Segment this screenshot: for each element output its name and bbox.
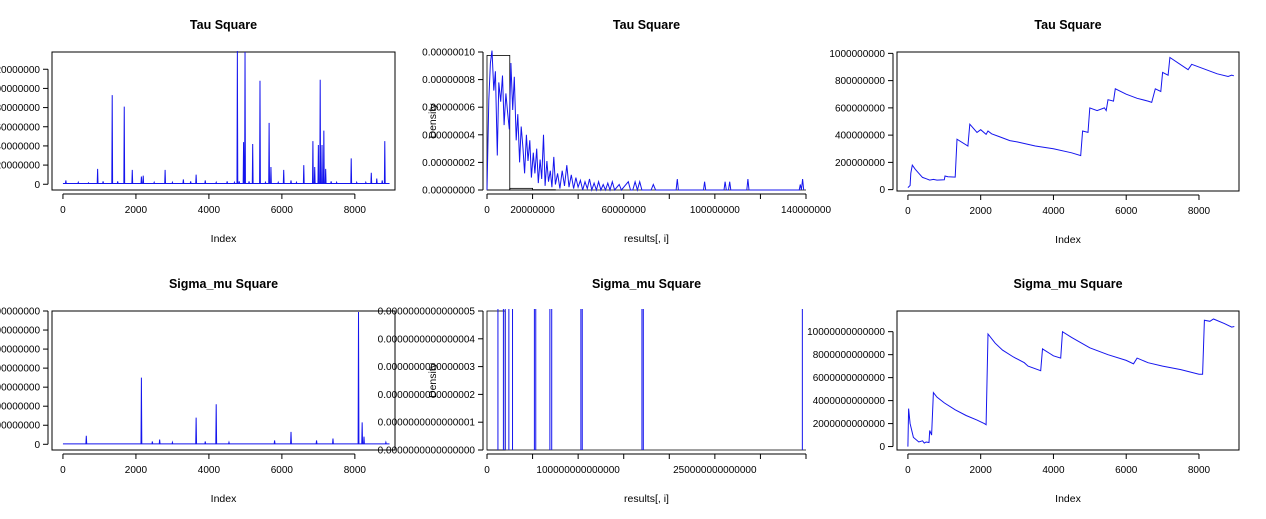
x-tick-label: 2000	[970, 206, 993, 217]
y-tick-label: 7000000000000000	[0, 307, 40, 318]
y-tick-label: 4000000000000	[813, 396, 886, 407]
y-tick-label: 0.0000000000000000	[378, 446, 476, 457]
y-tick-label: 60000000	[0, 122, 40, 133]
y-tick-label: 0.00000008	[422, 75, 475, 86]
x-tick-label: 2000	[125, 205, 148, 216]
x-tick-label: 8000	[344, 465, 367, 476]
series-line	[907, 56, 1235, 188]
y-tick-label: 4000000000000000	[0, 364, 40, 375]
x-axis-label: Index	[211, 233, 237, 245]
y-tick-label: 0.00000002	[422, 158, 475, 169]
y-tick-label: 6000000000000	[813, 373, 886, 384]
x-tick-label: 6000	[1115, 206, 1138, 217]
y-tick-label: 40000000	[0, 141, 40, 152]
series-line	[62, 51, 390, 184]
x-tick-label: 8000	[1188, 206, 1211, 217]
x-tick-label: 0	[60, 205, 66, 216]
y-tick-label: 0.00000006	[422, 103, 475, 114]
x-tick-label: 0	[905, 465, 911, 476]
plot-frame	[896, 51, 1240, 192]
x-tick-label: 8000	[344, 205, 367, 216]
y-tick-label: 6000000000000000	[0, 326, 40, 337]
y-tick-label: 0	[879, 185, 885, 196]
y-tick-label: 10000000000000	[807, 327, 885, 338]
chart-title: Tau Square	[190, 18, 257, 32]
x-axis-label: Index	[211, 493, 237, 505]
x-tick-label: 100000000000000	[536, 465, 620, 476]
plot-frame	[896, 310, 1240, 451]
chart-title: Tau Square	[1034, 18, 1101, 32]
panel-5: Sigma_mu Square results[, i] Density 0 10000…	[378, 277, 807, 505]
x-tick-label: 4000	[198, 465, 221, 476]
y-tick-label: 3000000000000000	[0, 383, 40, 394]
y-tick-label: 20000000	[0, 161, 40, 172]
chart-title: Sigma_mu Square	[169, 277, 278, 291]
y-tick-label: 0.00000000	[422, 186, 475, 197]
x-tick-label: 20000000	[510, 205, 555, 216]
x-tick-label: 0	[484, 465, 490, 476]
y-tick-label: 5000000000000000	[0, 345, 40, 356]
y-tick-label: 0.0000000000000001	[378, 418, 476, 429]
x-tick-label: 0	[905, 206, 911, 217]
y-tick-label: 0.00000004	[422, 130, 475, 141]
x-tick-label: 4000	[198, 205, 221, 216]
series-line	[62, 311, 390, 445]
y-tick-label: 2000000000000000	[0, 402, 40, 413]
y-tick-label: 400000000	[835, 131, 885, 142]
y-tick-label: 0.0000000000000005	[378, 307, 476, 318]
histogram-bar	[486, 310, 506, 451]
panel-2: Tau Square results[, i] Density 0 20000000 60…	[422, 18, 831, 245]
x-tick-label: 0	[60, 465, 66, 476]
series-line	[907, 318, 1235, 447]
x-tick-label: 6000	[1115, 465, 1138, 476]
x-tick-label: 2000	[970, 465, 993, 476]
density-curve	[486, 50, 805, 192]
y-tick-label: 0	[34, 440, 40, 451]
y-tick-label: 600000000	[835, 103, 885, 114]
y-tick-label: 0.0000000000000002	[378, 390, 476, 401]
panel-3: Tau Square Index 0 2000 4000 6000 8000 0 2000000…	[829, 18, 1240, 246]
x-tick-label: 0	[484, 205, 490, 216]
y-tick-label: 200000000	[835, 158, 885, 169]
plot-frame	[51, 51, 396, 191]
y-tick-label: 2000000000000	[813, 419, 886, 430]
x-axis-label: results[, i]	[624, 493, 669, 505]
x-tick-label: 60000000	[601, 205, 646, 216]
y-tick-label: 1000000000	[829, 49, 885, 60]
x-axis-label: results[, i]	[624, 233, 669, 245]
chart-title: Sigma_mu Square	[1013, 277, 1122, 291]
y-tick-label: 0	[879, 442, 885, 453]
y-tick-label: 0.0000000000000004	[378, 334, 476, 345]
y-axis-label: Density	[427, 362, 439, 398]
x-tick-label: 4000	[1042, 206, 1065, 217]
x-axis-label: Index	[1055, 493, 1081, 505]
y-tick-label: 0.00000010	[422, 48, 475, 59]
y-tick-label: 8000000000000	[813, 350, 886, 361]
panel-1: Tau Square Index 0 2000 4000 6000 8000 0 2000000…	[0, 18, 396, 245]
y-tick-label: 800000000	[835, 76, 885, 87]
chart-title: Tau Square	[613, 18, 680, 32]
panel-4: Sigma_mu Square Index 0 2000 4000 6000 8000 0 10…	[0, 277, 396, 505]
chart-title: Sigma_mu Square	[592, 277, 701, 291]
x-tick-label: 2000	[125, 465, 148, 476]
y-tick-label: 0.0000000000000003	[378, 362, 476, 373]
y-axis-label: Density	[427, 103, 439, 139]
x-axis-label: Index	[1055, 234, 1081, 246]
x-tick-label: 6000	[271, 465, 294, 476]
y-tick-label: 120000000	[0, 65, 40, 76]
x-tick-label: 250000000000000	[673, 465, 757, 476]
x-tick-label: 140000000	[781, 205, 831, 216]
x-tick-label: 100000000	[690, 205, 740, 216]
x-tick-label: 8000	[1188, 465, 1211, 476]
y-tick-label: 1000000000000000	[0, 421, 40, 432]
y-tick-label: 0	[34, 180, 40, 191]
x-tick-label: 6000	[271, 205, 294, 216]
plot-frame	[51, 310, 396, 451]
y-tick-label: 80000000	[0, 103, 40, 114]
x-tick-label: 4000	[1042, 465, 1065, 476]
y-tick-label: 100000000	[0, 84, 40, 95]
panel-6: Sigma_mu Square Index 0 2000 4000 6000 8000 0 20…	[807, 277, 1240, 505]
